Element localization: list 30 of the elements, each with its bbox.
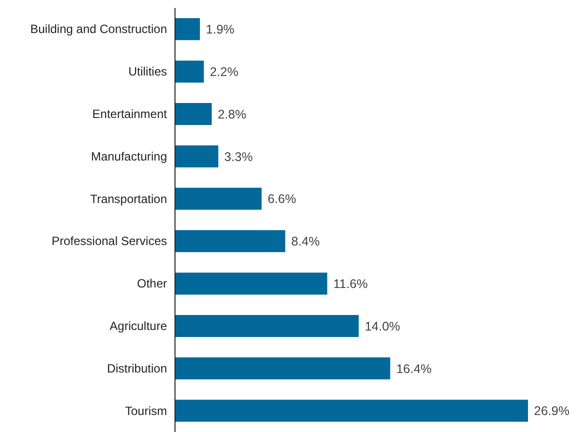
- data-label: 2.2%: [210, 65, 238, 80]
- bar: [175, 145, 218, 168]
- y-tick-label: Professional Services: [52, 234, 167, 248]
- bar: [175, 188, 262, 210]
- data-label: 26.9%: [534, 404, 570, 418]
- data-label: 8.4%: [291, 234, 320, 249]
- bar: [175, 400, 528, 422]
- y-tick-label: Manufacturing: [90, 149, 167, 164]
- data-label: 16.4%: [396, 362, 432, 376]
- data-label: 1.9%: [206, 22, 234, 37]
- bar: [175, 314, 359, 337]
- y-tick-label: Utilities: [128, 64, 167, 79]
- data-label: 2.8%: [218, 107, 246, 122]
- bar: [175, 102, 212, 125]
- y-tick-label: Distribution: [106, 361, 167, 376]
- y-tick-label: Entertainment: [92, 107, 168, 121]
- data-label: 11.6%: [333, 277, 368, 292]
- y-tick-label: Transportation: [90, 192, 167, 206]
- y-tick-label: Tourism: [124, 404, 167, 418]
- y-tick-label: Building and Construction: [30, 22, 167, 36]
- bar: [175, 60, 204, 83]
- data-label: 6.6%: [268, 192, 296, 206]
- bar: [175, 230, 286, 252]
- bar: [175, 272, 328, 295]
- data-label: 14.0%: [364, 319, 400, 334]
- bar: [175, 18, 200, 40]
- data-label: 3.3%: [224, 150, 253, 164]
- y-tick-label: Other: [136, 276, 167, 291]
- y-tick-label: Agriculture: [110, 319, 168, 333]
- bar: [175, 357, 390, 380]
